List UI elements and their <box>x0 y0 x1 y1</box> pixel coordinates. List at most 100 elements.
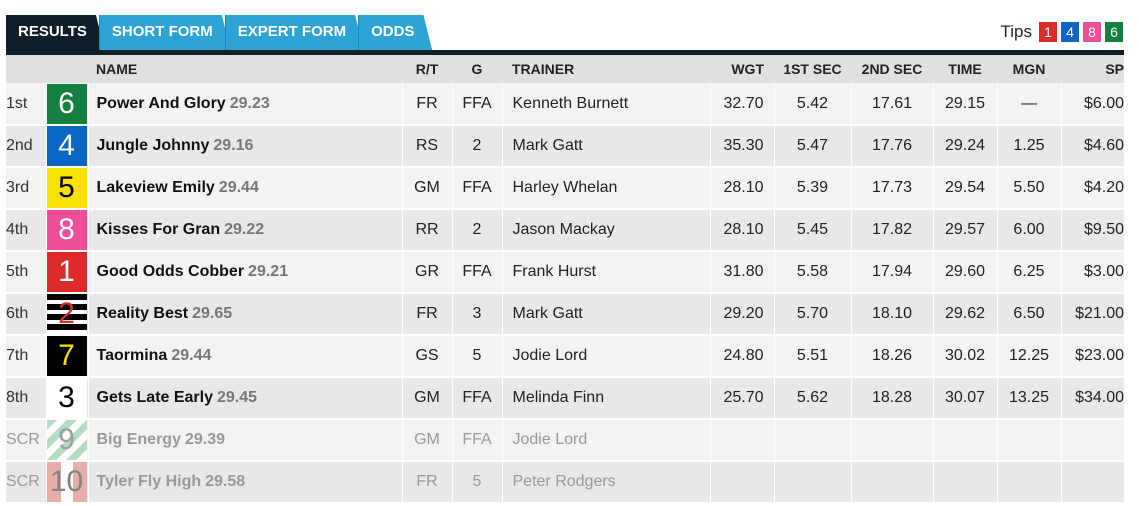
trainer-cell[interactable]: Jodie Lord <box>501 335 710 378</box>
best-time: 29.45 <box>217 389 258 406</box>
table-row[interactable]: 5th 1 Good Odds Cobber 29.21 GR FFA Frank Hurs… <box>6 251 1124 294</box>
weight-cell: 25.70 <box>709 377 774 420</box>
table-row[interactable]: SCR 9 Big Energy 29.39 GM FFA Jodie Lord <box>6 419 1124 462</box>
margin-cell: 6.50 <box>996 293 1061 336</box>
tip-chip: 4 <box>1061 22 1079 42</box>
box-number-rug-icon: 4 <box>46 126 87 166</box>
margin-cell: — <box>996 83 1061 126</box>
box-number-rug-icon: 1 <box>46 252 87 292</box>
starting-price-cell: $9.50 <box>1060 209 1124 252</box>
table-row[interactable]: SCR 10 Tyler Fly High 29.58 FR 5 Peter Rodgers <box>6 461 1124 504</box>
greyhound-name-cell[interactable]: Jungle Johnny 29.16 <box>87 125 402 168</box>
starting-price-cell: $6.00 <box>1060 83 1124 126</box>
grade-cell: FFA <box>451 377 502 420</box>
starting-price-cell: $23.00 <box>1060 335 1124 378</box>
table-row[interactable]: 6th 2 Reality Best 29.65 FR 3 Mark Gatt 29.20 5.… <box>6 293 1124 336</box>
greyhound-name[interactable]: Lakeview Emily <box>96 179 215 196</box>
greyhound-name-cell[interactable]: Power And Glory 29.23 <box>87 83 402 126</box>
box-number-rug-icon: 2 <box>46 294 87 334</box>
trainer-cell[interactable]: Peter Rodgers <box>501 461 710 504</box>
second-sec-cell: 18.26 <box>850 335 933 378</box>
margin-cell: 5.50 <box>996 167 1061 210</box>
time-cell: 29.15 <box>932 83 997 126</box>
rt-cell: GS <box>401 335 452 378</box>
greyhound-name-cell[interactable]: Taormina 29.44 <box>87 335 402 378</box>
header-wgt: WGT <box>710 55 774 83</box>
greyhound-name[interactable]: Jungle Johnny <box>96 137 210 154</box>
greyhound-name[interactable]: Tyler Fly High <box>96 473 202 490</box>
rug-cell: 10 <box>45 461 88 504</box>
weight-cell: 28.10 <box>709 209 774 252</box>
margin-cell <box>996 419 1061 462</box>
grade-cell: FFA <box>451 419 502 462</box>
first-sec-cell: 5.62 <box>773 377 851 420</box>
rt-cell: RS <box>401 125 452 168</box>
tip-chip: 1 <box>1039 22 1057 42</box>
grade-cell: 3 <box>451 293 502 336</box>
best-time: 29.39 <box>184 431 226 448</box>
second-sec-cell: 17.76 <box>850 125 933 168</box>
rug-cell: 5 <box>45 167 88 210</box>
greyhound-name-cell[interactable]: Gets Late Early 29.45 <box>87 377 402 420</box>
table-row[interactable]: 8th 3 Gets Late Early 29.45 GM FFA Melinda Fin… <box>6 377 1124 420</box>
second-sec-cell: 17.94 <box>850 251 933 294</box>
greyhound-name[interactable]: Kisses For Gran <box>96 221 221 238</box>
header-sp: SP <box>1061 55 1124 83</box>
tip-chip: 6 <box>1105 22 1123 42</box>
greyhound-name[interactable]: Big Energy <box>96 431 181 448</box>
time-cell: 30.07 <box>932 377 997 420</box>
first-sec-cell: 5.47 <box>773 125 851 168</box>
tab-odds[interactable]: ODDS <box>358 15 432 51</box>
greyhound-name-cell[interactable]: Lakeview Emily 29.44 <box>87 167 402 210</box>
first-sec-cell: 5.58 <box>773 251 851 294</box>
table-row[interactable]: 1st 6 Power And Glory 29.23 FR FFA Kenneth Bur… <box>6 83 1124 126</box>
greyhound-name[interactable]: Gets Late Early <box>96 389 214 406</box>
trainer-cell[interactable]: Kenneth Burnett <box>501 83 710 126</box>
header-name: NAME <box>88 55 402 83</box>
best-time: 29.58 <box>205 473 246 490</box>
second-sec-cell <box>850 461 933 504</box>
form-tabs: RESULTS SHORT FORM EXPERT FORM ODDS <box>6 15 426 51</box>
greyhound-name-cell[interactable]: Tyler Fly High 29.58 <box>87 461 402 504</box>
time-cell: 30.02 <box>932 335 997 378</box>
starting-price-cell: $4.60 <box>1060 125 1124 168</box>
table-row[interactable]: 4th 8 Kisses For Gran 29.22 RR 2 Jason Mackay 2… <box>6 209 1124 252</box>
place-cell: 1st <box>6 83 46 126</box>
trainer-cell[interactable]: Mark Gatt <box>501 293 710 336</box>
greyhound-name-cell[interactable]: Kisses For Gran 29.22 <box>87 209 402 252</box>
time-cell: 29.60 <box>932 251 997 294</box>
first-sec-cell: 5.70 <box>773 293 851 336</box>
header-row: NAME R/T G TRAINER WGT 1ST SEC 2ND SEC T… <box>6 55 1124 83</box>
greyhound-name-cell[interactable]: Big Energy 29.39 <box>87 419 402 462</box>
tab-expert-form[interactable]: EXPERT FORM <box>225 15 364 51</box>
trainer-cell[interactable]: Jodie Lord <box>501 419 710 462</box>
header-mgn: MGN <box>997 55 1061 83</box>
best-time: 29.23 <box>229 94 270 112</box>
greyhound-name[interactable]: Power And Glory <box>96 94 226 112</box>
table-row[interactable]: 3rd 5 Lakeview Emily 29.44 GM FFA Harley Whela… <box>6 167 1124 210</box>
best-time: 29.16 <box>213 137 254 154</box>
greyhound-name-cell[interactable]: Reality Best 29.65 <box>87 293 402 336</box>
rt-cell: GM <box>401 377 452 420</box>
first-sec-cell: 5.42 <box>773 83 851 126</box>
starting-price-cell: $21.00 <box>1060 293 1124 336</box>
weight-cell: 28.10 <box>709 167 774 210</box>
table-row[interactable]: 7th 7 Taormina 29.44 GS 5 Jodie Lord 24.80 5.51 1… <box>6 335 1124 378</box>
box-number-rug-icon: 3 <box>46 378 87 418</box>
greyhound-name[interactable]: Reality Best <box>96 305 189 322</box>
tab-results[interactable]: RESULTS <box>6 15 105 51</box>
trainer-cell[interactable]: Harley Whelan <box>501 167 710 210</box>
greyhound-name-cell[interactable]: Good Odds Cobber 29.21 <box>87 251 402 294</box>
place-cell: 2nd <box>6 125 46 168</box>
greyhound-name[interactable]: Good Odds Cobber <box>96 263 245 280</box>
table-row[interactable]: 2nd 4 Jungle Johnny 29.16 RS 2 Mark Gatt 35.30 5… <box>6 125 1124 168</box>
trainer-cell[interactable]: Mark Gatt <box>501 125 710 168</box>
trainer-cell[interactable]: Jason Mackay <box>501 209 710 252</box>
rt-cell: FR <box>401 83 452 126</box>
trainer-cell[interactable]: Melinda Finn <box>501 377 710 420</box>
grade-cell: FFA <box>451 167 502 210</box>
greyhound-name[interactable]: Taormina <box>96 347 168 364</box>
header-time: TIME <box>933 55 997 83</box>
tab-short-form[interactable]: SHORT FORM <box>99 15 231 51</box>
trainer-cell[interactable]: Frank Hurst <box>501 251 710 294</box>
